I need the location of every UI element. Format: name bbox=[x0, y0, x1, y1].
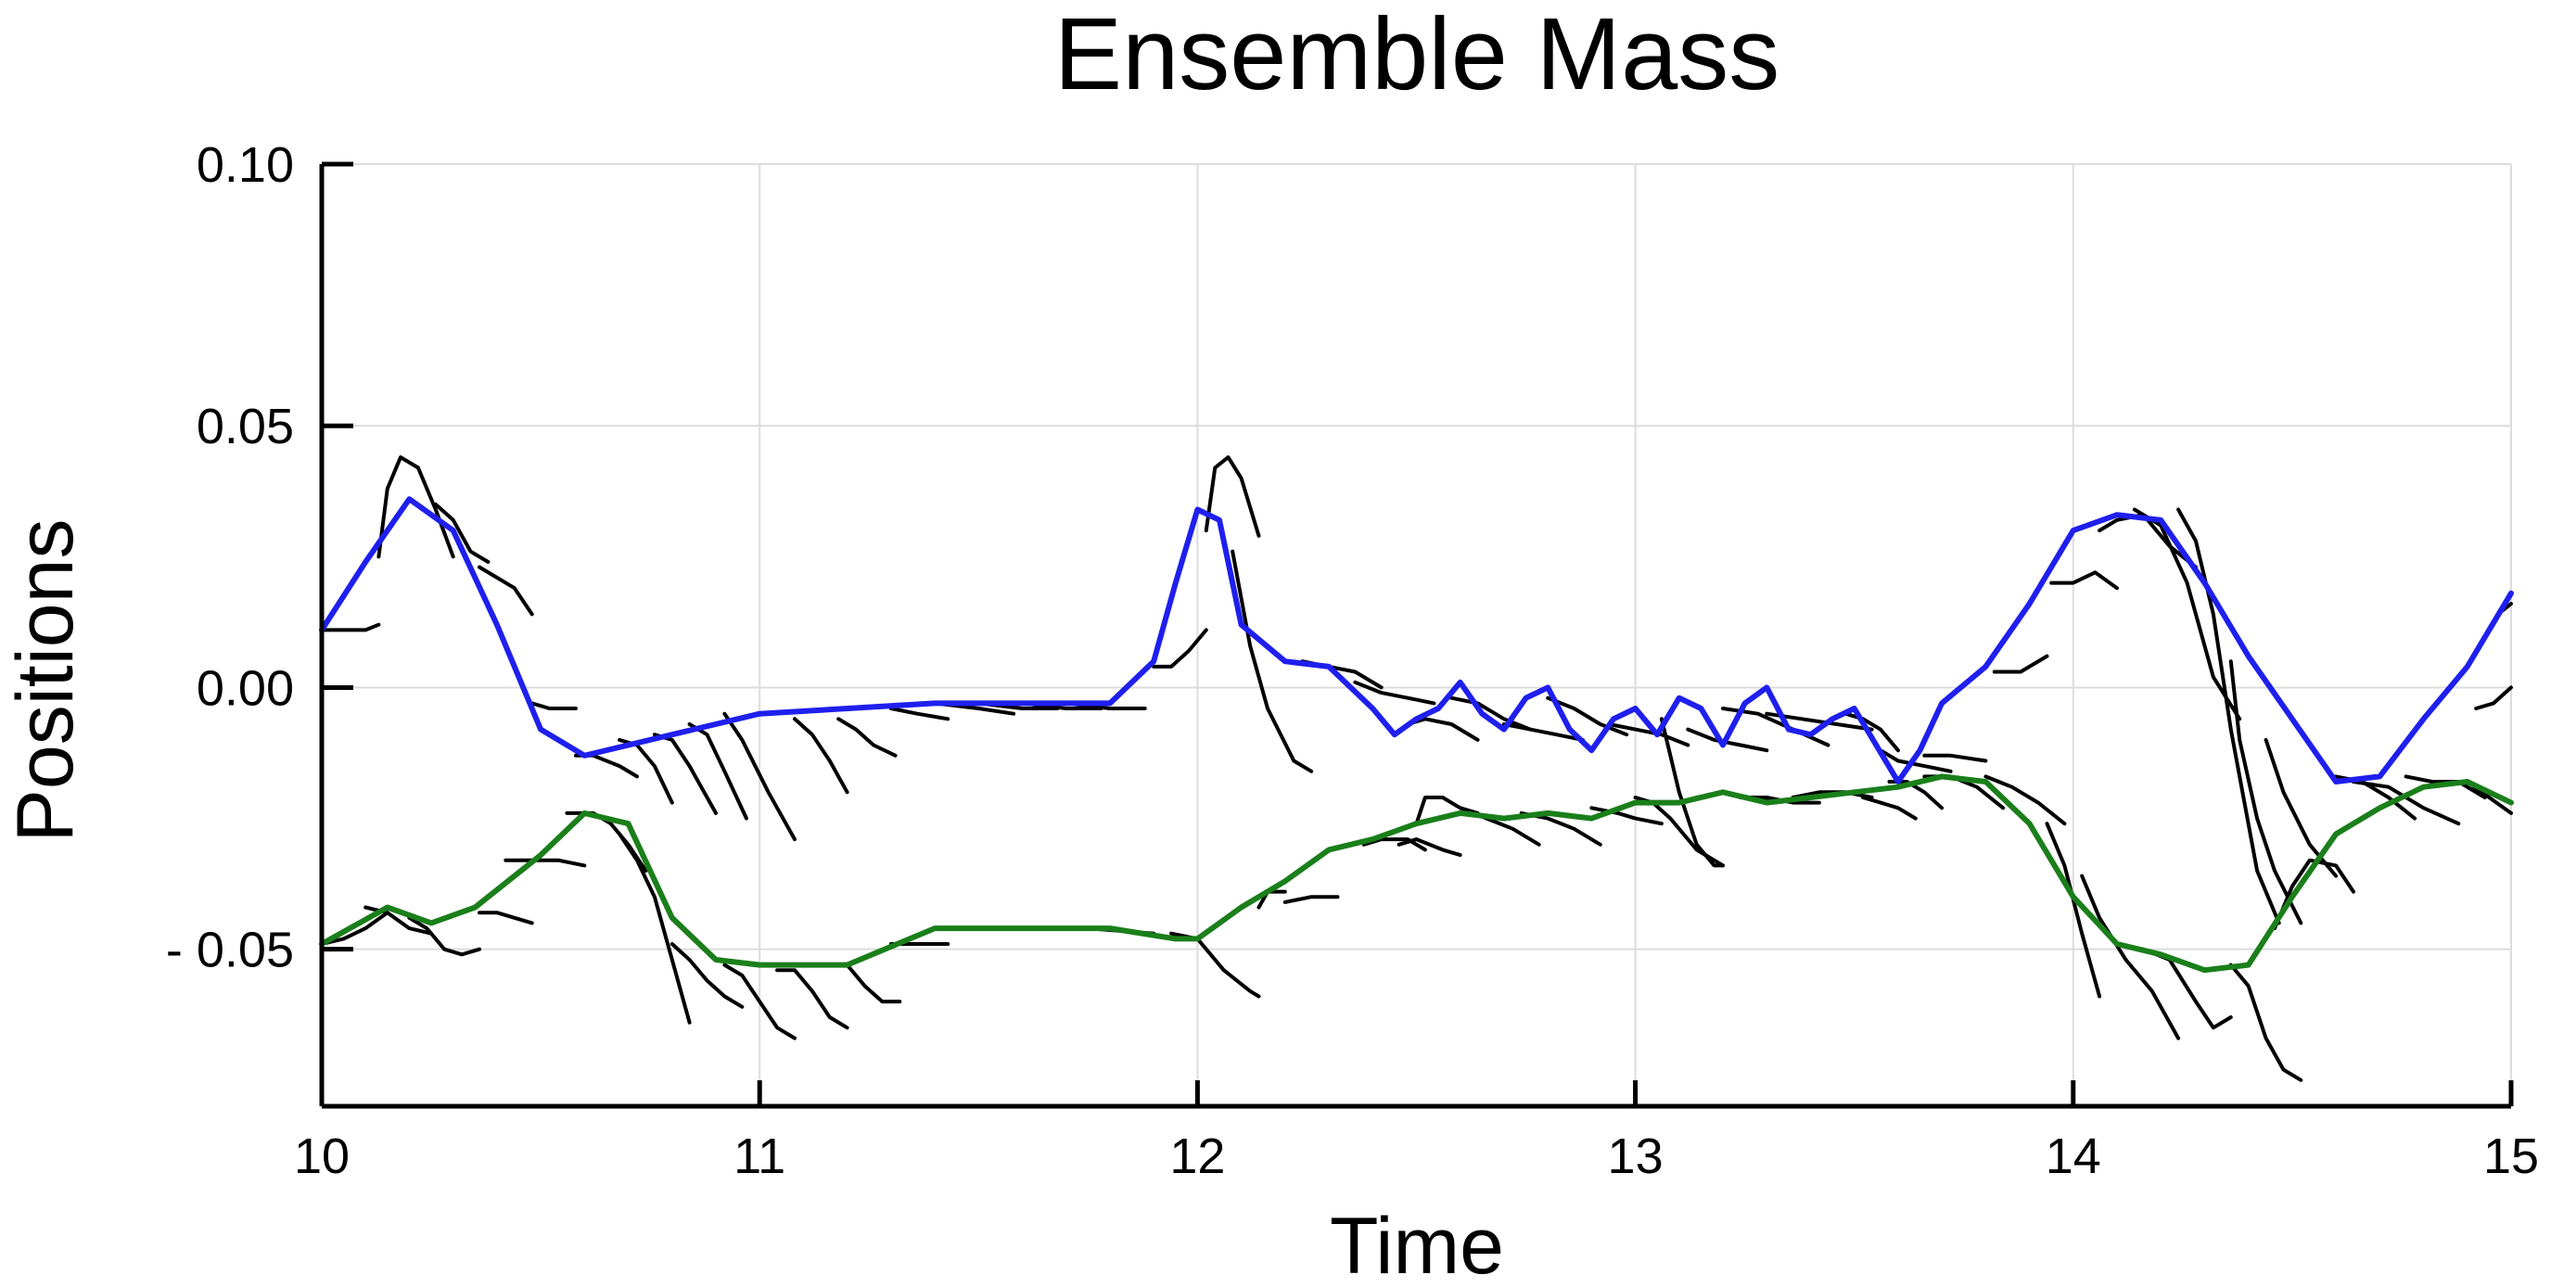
forecast-line-28 bbox=[1607, 722, 1690, 747]
forecast-line-9 bbox=[652, 733, 718, 815]
y-axis-label: Positions bbox=[1, 519, 90, 843]
forecast-line-10 bbox=[687, 722, 748, 821]
y-tick-label: - 0.05 bbox=[166, 923, 294, 978]
series-line-1 bbox=[319, 773, 2514, 974]
y-tick-label: 0.00 bbox=[197, 660, 294, 716]
forecast-line-19 bbox=[1152, 628, 1208, 669]
forecast-line-23 bbox=[1353, 680, 1436, 706]
forecast-line-49 bbox=[320, 911, 389, 946]
forecast-line-11 bbox=[722, 711, 797, 842]
forecast-line-71 bbox=[1589, 806, 1664, 826]
y-tick-label: 0.05 bbox=[197, 399, 294, 454]
forecast-line-14 bbox=[888, 707, 950, 721]
forecast-line-36 bbox=[1992, 654, 2049, 674]
forecast-line-33 bbox=[1843, 711, 1900, 753]
forecast-line-29 bbox=[1659, 717, 1725, 868]
forecast-line-53 bbox=[504, 858, 587, 868]
forecast-line-38 bbox=[2098, 513, 2198, 569]
forecast-line-67 bbox=[1396, 837, 1462, 858]
forecast-line-47 bbox=[2474, 685, 2513, 710]
forecast-line-41 bbox=[2228, 659, 2303, 925]
forecast-line-79 bbox=[1983, 774, 2067, 826]
forecast-line-83 bbox=[2228, 963, 2303, 1082]
x-tick-label: 11 bbox=[733, 1129, 785, 1184]
forecast-line-20 bbox=[1204, 455, 1261, 538]
forecast-line-42 bbox=[2264, 737, 2339, 878]
forecast-line-55 bbox=[618, 832, 692, 1025]
forecast-line-5 bbox=[478, 565, 534, 617]
forecast-line-24 bbox=[1406, 717, 1480, 742]
forecast-line-72 bbox=[1633, 796, 1725, 868]
forecast-line-84 bbox=[2273, 858, 2355, 931]
series-line-0 bbox=[319, 496, 2514, 784]
ticks: 10 11 12 13 14 15 - 0.05 0.00 0.05 0.10 bbox=[166, 137, 2539, 1184]
x-tick-label: 14 bbox=[2046, 1129, 2101, 1184]
forecast-line-57 bbox=[722, 963, 797, 1040]
forecast-line-81 bbox=[2080, 874, 2181, 1040]
forecast-line-26 bbox=[1501, 722, 1585, 742]
forecast-line-58 bbox=[775, 968, 849, 1030]
forecast-line-50 bbox=[363, 905, 434, 936]
forecast-line-13 bbox=[836, 717, 898, 758]
forecast-line-25 bbox=[1449, 695, 1533, 732]
x-tick-label: 10 bbox=[294, 1129, 350, 1184]
gridlines bbox=[322, 163, 2512, 1106]
forecast-line-63 bbox=[1169, 931, 1261, 999]
forecast-line-52 bbox=[478, 911, 534, 925]
x-axis-label: Time bbox=[1330, 1202, 1504, 1288]
forecast-line-51 bbox=[407, 915, 481, 957]
series-layer bbox=[319, 455, 2514, 1082]
chart-title: Ensemble Mass bbox=[1054, 0, 1780, 111]
forecast-line-4 bbox=[433, 502, 491, 564]
forecast-line-40 bbox=[2176, 507, 2281, 925]
forecast-line-12 bbox=[793, 717, 849, 795]
x-tick-label: 15 bbox=[2483, 1129, 2539, 1184]
forecast-line-65 bbox=[1282, 895, 1340, 904]
forecast-line-21 bbox=[1231, 549, 1314, 773]
forecast-line-6 bbox=[529, 701, 578, 710]
forecast-line-2 bbox=[320, 622, 381, 632]
forecast-line-27 bbox=[1546, 695, 1629, 737]
forecast-line-7 bbox=[573, 753, 639, 779]
forecast-line-56 bbox=[670, 942, 745, 1009]
forecast-line-76 bbox=[1861, 796, 1918, 821]
forecast-line-35 bbox=[1922, 753, 1988, 763]
x-tick-label: 12 bbox=[1169, 1129, 1225, 1184]
forecast-line-37 bbox=[2049, 570, 2119, 591]
forecast-line-59 bbox=[827, 963, 902, 1004]
y-tick-label: 0.10 bbox=[197, 137, 294, 193]
x-tick-label: 13 bbox=[1608, 1129, 1664, 1184]
